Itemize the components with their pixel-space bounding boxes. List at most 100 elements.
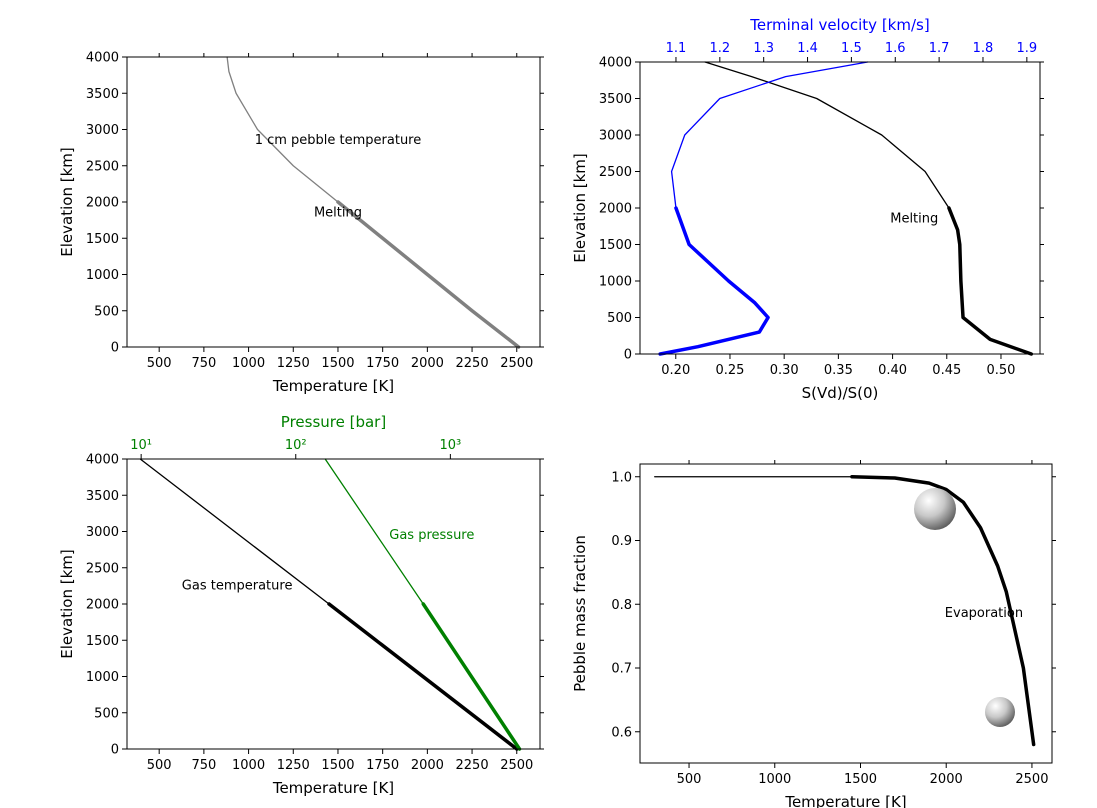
x2-axis-label: Terminal velocity [km/s]: [749, 16, 929, 34]
y-tick-label: 3000: [86, 525, 119, 540]
x-axis-label: S(Vd)/S(0): [802, 384, 879, 402]
y-tick-label: 3000: [599, 129, 632, 144]
annotation: Evaporation: [945, 606, 1023, 621]
annotation: Melting: [314, 206, 362, 221]
x-tick-label: 0.25: [715, 363, 744, 378]
y-tick-label: 1500: [599, 238, 632, 253]
y-tick-label: 2500: [86, 159, 119, 174]
y-tick-label: 2000: [599, 202, 632, 217]
x2-tick-label: 1.1: [666, 41, 687, 56]
x-tick-label: 0.35: [824, 363, 853, 378]
y-tick-label: 2000: [86, 598, 119, 613]
plot-frame: [639, 61, 1041, 355]
x-tick-label: 500: [677, 772, 702, 787]
x-axis-label: Temperature [K]: [784, 793, 906, 808]
x-tick-label: 1000: [758, 772, 791, 787]
x-tick-label: 1000: [232, 356, 265, 371]
y-tick-label: 3500: [86, 87, 119, 102]
data-line: [658, 206, 770, 356]
x-tick-label: 2500: [500, 356, 533, 371]
x-tick-label: 0.40: [878, 363, 907, 378]
x-tick-label: 500: [147, 356, 172, 371]
data-line: [421, 602, 522, 751]
plot-area: [640, 62, 1040, 354]
x-axis-label: Temperature [K]: [272, 779, 394, 797]
data-line: [704, 61, 950, 209]
y-tick-label: 3500: [599, 92, 632, 107]
x-tick-label: 2000: [411, 758, 444, 773]
y-axis-label: Pebble mass fraction: [571, 535, 589, 692]
x2-axis-label: Pressure [bar]: [281, 413, 386, 431]
x-tick-label: 750: [191, 356, 216, 371]
y-tick-label: 0.6: [611, 725, 632, 740]
x2-tick-label: 1.3: [753, 41, 774, 56]
x2-tick-label: 1.9: [1016, 41, 1037, 56]
x2-tick-label: 10³: [439, 438, 461, 453]
data-line: [324, 458, 424, 605]
x-tick-label: 1250: [277, 758, 310, 773]
x-tick-label: 0.20: [661, 363, 690, 378]
y-tick-label: 1000: [599, 275, 632, 290]
data-line: [336, 200, 521, 349]
y-axis-label: Elevation [km]: [58, 549, 76, 658]
x-tick-label: 2000: [930, 772, 963, 787]
x2-tick-label: 10²: [285, 438, 307, 453]
y-tick-label: 500: [94, 304, 119, 319]
data-line: [670, 61, 869, 209]
x2-tick-label: 1.6: [885, 41, 906, 56]
y-tick-label: 4000: [86, 453, 119, 468]
y-tick-label: 2000: [86, 196, 119, 211]
plot-area: [127, 459, 540, 749]
annotation: Gas pressure: [389, 528, 474, 543]
y-axis-label: Elevation [km]: [571, 153, 589, 262]
y-tick-label: 1.0: [611, 470, 632, 485]
x2-tick-label: 1.7: [929, 41, 950, 56]
plot-frame: [126, 458, 541, 750]
plot-area: [640, 464, 1052, 763]
data-line: [327, 602, 519, 751]
data-line: [947, 206, 1034, 356]
y-tick-label: 1000: [86, 268, 119, 283]
pebble-icon-large: [914, 488, 956, 530]
y-tick-label: 3500: [86, 489, 119, 504]
plot-frame: [126, 56, 541, 348]
x2-tick-label: 1.5: [841, 41, 862, 56]
x-tick-label: 1500: [844, 772, 877, 787]
x2-tick-label: 1.2: [709, 41, 730, 56]
y-tick-label: 500: [607, 311, 632, 326]
y-tick-label: 0.7: [611, 662, 632, 677]
x2-tick-label: 1.8: [973, 41, 994, 56]
annotation: 1 cm pebble temperature: [255, 133, 422, 148]
x-tick-label: 1750: [366, 758, 399, 773]
x-tick-label: 1500: [321, 356, 354, 371]
y-tick-label: 3000: [86, 123, 119, 138]
pebble-icon-small: [985, 697, 1015, 727]
x-tick-label: 2250: [456, 758, 489, 773]
x-tick-label: 2250: [456, 356, 489, 371]
x-tick-label: 0.45: [932, 363, 961, 378]
y-tick-label: 1500: [86, 232, 119, 247]
y-tick-label: 1000: [86, 670, 119, 685]
x-tick-label: 1500: [321, 758, 354, 773]
x-tick-label: 750: [191, 758, 216, 773]
data-line: [139, 458, 330, 605]
y-tick-label: 0: [624, 348, 632, 363]
x-tick-label: 1250: [277, 356, 310, 371]
x-tick-label: 2500: [500, 758, 533, 773]
x2-tick-label: 1.4: [797, 41, 818, 56]
y-tick-label: 4000: [599, 56, 632, 71]
y-tick-label: 0: [111, 341, 119, 356]
x-axis-label: Temperature [K]: [272, 377, 394, 395]
y-tick-label: 4000: [86, 51, 119, 66]
y-tick-label: 500: [94, 706, 119, 721]
y-axis-label: Elevation [km]: [58, 147, 76, 256]
annotation: Melting: [890, 212, 938, 227]
y-tick-label: 0.9: [611, 534, 632, 549]
data-line: [850, 475, 1036, 747]
data-line: [226, 56, 339, 203]
x-tick-label: 0.50: [986, 363, 1015, 378]
x-tick-label: 2000: [411, 356, 444, 371]
x-tick-label: 2500: [1015, 772, 1048, 787]
y-tick-label: 1500: [86, 634, 119, 649]
